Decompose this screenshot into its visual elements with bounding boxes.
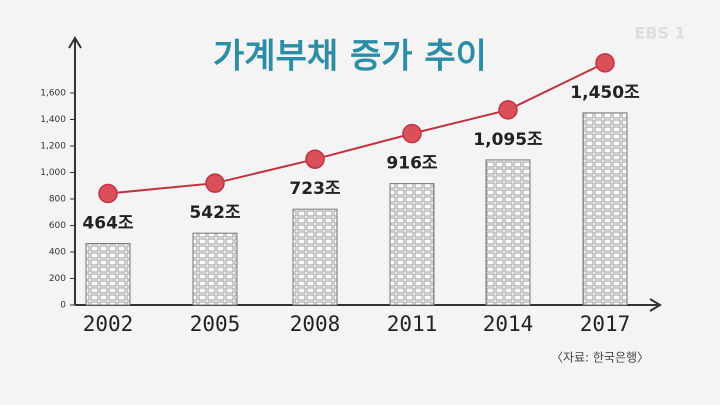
trend-point [595, 53, 615, 73]
trend-point [98, 183, 118, 204]
value-label: 916조 [386, 154, 437, 174]
trend-point [305, 149, 325, 169]
y-tick-label: 400 [49, 248, 66, 258]
bar [85, 243, 131, 306]
y-tick-label: 200 [49, 274, 66, 284]
trend-point [498, 100, 518, 120]
x-tick-label: 2008 [290, 312, 341, 336]
y-tick-label: 1,200 [40, 142, 66, 152]
x-tick-label: 2011 [387, 312, 438, 336]
value-label: 1,095조 [473, 130, 543, 150]
x-tick-label: 2014 [483, 312, 534, 336]
trend-point [402, 123, 422, 144]
trend-point [205, 173, 225, 193]
x-tick-label: 2017 [580, 312, 631, 336]
source: 〈자료: 한국은행〉 [551, 350, 649, 365]
chart-title: 가계부채 증가 추이 [213, 37, 487, 77]
bar [292, 208, 338, 306]
y-arrow [68, 36, 82, 49]
bar [192, 232, 238, 306]
value-label: 542조 [189, 203, 240, 223]
y-tick-label: 0 [60, 301, 66, 311]
bar [389, 183, 435, 306]
y-tick-label: 800 [49, 195, 66, 205]
y-tick-label: 1,400 [40, 115, 66, 125]
y-tick-label: 1,000 [40, 168, 66, 178]
bar [485, 159, 531, 306]
x-tick-label: 2002 [83, 312, 134, 336]
bar [582, 112, 628, 306]
trend-line [107, 61, 606, 195]
value-label: 1,450조 [570, 83, 640, 103]
logo: EBS 1 [634, 24, 685, 43]
value-label: 464조 [82, 214, 133, 234]
x-tick-label: 2005 [190, 312, 241, 336]
y-tick-label: 1,600 [40, 89, 66, 99]
value-label: 723조 [289, 179, 340, 199]
x-arrow [649, 298, 662, 312]
y-tick-label: 600 [49, 221, 66, 231]
